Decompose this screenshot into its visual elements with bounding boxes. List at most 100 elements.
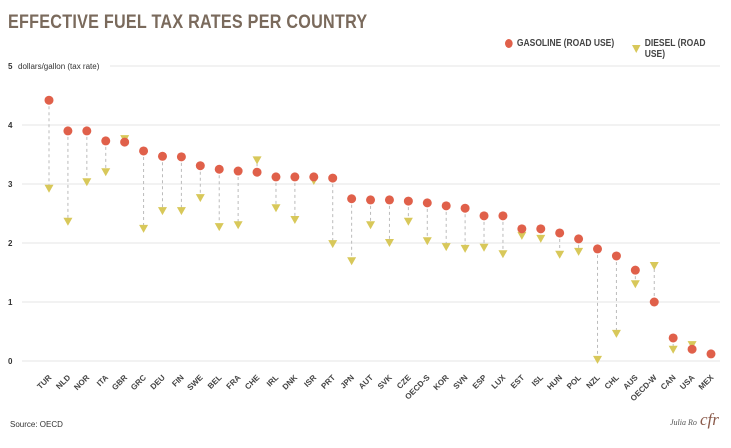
gasoline-marker	[422, 198, 432, 208]
x-tick-label: BEL	[206, 373, 224, 391]
x-tick-label: ISL	[530, 373, 545, 388]
gasoline-marker	[574, 234, 584, 244]
x-tick-label: IRL	[265, 373, 281, 389]
diesel-marker	[101, 168, 111, 177]
gasoline-marker	[101, 136, 111, 146]
x-tick-label: SVK	[376, 373, 394, 391]
x-tick-label: DNK	[281, 373, 300, 392]
x-tick-label: POL	[565, 373, 583, 391]
x-tick-label: SWE	[185, 373, 205, 393]
x-tick-label: SVN	[452, 373, 470, 391]
gasoline-marker	[176, 152, 186, 162]
x-tick-label: JPN	[339, 373, 357, 391]
gasoline-marker	[593, 244, 603, 254]
gasoline-marker	[309, 172, 319, 182]
diesel-marker	[252, 156, 262, 165]
gasoline-marker	[157, 151, 167, 161]
legend-diesel-label: DIESEL (ROAD USE)	[644, 38, 706, 60]
diesel-marker	[422, 237, 432, 246]
gasoline-marker	[271, 172, 281, 182]
gasoline-marker	[44, 95, 54, 105]
x-tick-label: EST	[509, 373, 526, 390]
diesel-marker	[176, 207, 186, 216]
gasoline-marker	[555, 228, 565, 238]
x-tick-label: KOR	[432, 373, 451, 392]
gasoline-marker	[649, 297, 659, 307]
y-tick-label: 2	[8, 239, 13, 248]
diesel-marker	[139, 224, 149, 233]
x-tick-label: PRT	[319, 373, 337, 391]
diesel-marker	[574, 247, 584, 256]
diesel-marker	[441, 243, 451, 252]
source-note: Source: OECD	[10, 420, 63, 429]
y-tick-label: 5	[8, 62, 13, 71]
legend-gasoline: GASOLINE (ROAD USE)	[505, 38, 614, 49]
diesel-marker	[214, 223, 224, 232]
gasoline-marker	[214, 164, 224, 174]
gasoline-marker	[63, 126, 73, 136]
x-tick-label: CHL	[603, 373, 621, 391]
x-tick-label: NOR	[72, 373, 91, 392]
gasoline-marker	[366, 195, 376, 205]
gasoline-marker	[403, 196, 413, 206]
gasoline-marker	[630, 265, 640, 275]
diesel-marker	[460, 244, 470, 253]
diesel-marker	[290, 215, 300, 224]
diesel-marker	[630, 280, 640, 289]
gasoline-marker	[290, 172, 300, 182]
gasoline-marker	[687, 344, 697, 354]
x-tick-label: GBR	[110, 373, 129, 392]
x-tick-label: DEU	[149, 373, 167, 391]
gasoline-marker	[328, 173, 338, 183]
diesel-marker	[82, 178, 92, 187]
triangle-down-icon	[632, 45, 641, 53]
x-tick-label: ESP	[471, 373, 489, 391]
diesel-marker	[271, 204, 281, 213]
x-tick-label: CHE	[243, 373, 262, 392]
author-credit: Julia Ro	[670, 418, 697, 427]
diesel-marker	[479, 243, 489, 252]
diesel-marker	[498, 250, 508, 259]
diesel-marker	[517, 231, 527, 240]
diesel-marker	[328, 240, 338, 249]
gasoline-marker	[139, 146, 149, 156]
diesel-marker	[668, 345, 678, 354]
diesel-marker	[536, 234, 546, 243]
diesel-marker	[649, 262, 659, 271]
x-tick-label: ITA	[95, 373, 110, 388]
diesel-marker	[44, 184, 54, 193]
diesel-marker	[403, 217, 413, 226]
diesel-marker	[157, 207, 167, 216]
y-tick-label: 0	[8, 357, 13, 366]
x-tick-label: TUR	[35, 373, 53, 391]
gasoline-marker	[517, 224, 527, 234]
gasoline-marker	[252, 167, 262, 177]
x-tick-label: FIN	[170, 373, 186, 389]
diesel-marker	[63, 217, 73, 226]
legend-gasoline-label: GASOLINE (ROAD USE)	[516, 38, 615, 49]
gasoline-marker	[479, 211, 489, 221]
y-axis-label: dollars/gallon (tax rate)	[18, 62, 100, 71]
diesel-marker	[384, 239, 394, 247]
x-tick-label: HUN	[545, 373, 564, 392]
y-tick-label: 1	[8, 298, 13, 307]
x-tick-label: ISR	[302, 373, 318, 389]
diesel-marker	[366, 221, 376, 230]
gasoline-marker	[120, 137, 130, 147]
gasoline-marker	[536, 224, 546, 234]
x-tick-label: MEX	[697, 373, 716, 392]
gasoline-marker	[384, 195, 394, 205]
gasoline-marker	[611, 251, 621, 261]
gasoline-marker	[82, 126, 92, 136]
gasoline-marker	[441, 201, 451, 211]
diesel-marker	[347, 257, 357, 266]
x-tick-label: AUT	[357, 373, 375, 391]
diesel-marker	[611, 329, 621, 338]
gasoline-marker	[668, 333, 678, 343]
legend-diesel: DIESEL (ROAD USE)	[632, 38, 716, 60]
gasoline-marker	[498, 211, 508, 221]
x-tick-label: NLD	[54, 373, 72, 391]
gasoline-marker	[195, 161, 205, 171]
cfr-logo: cfr	[700, 410, 719, 429]
